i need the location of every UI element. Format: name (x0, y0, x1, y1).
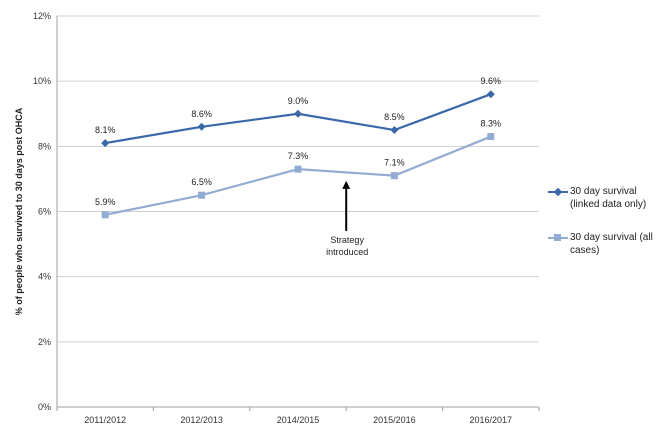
x-tick-label: 2011/2012 (84, 415, 126, 425)
data-label: 5.9% (95, 197, 116, 207)
legend-item-series-2: 30 day survival (all cases) (548, 231, 663, 257)
annotation-text: Strategy (330, 235, 364, 245)
series-line-2 (104, 135, 492, 216)
x-tick-label: 2015/2016 (373, 415, 416, 425)
x-tick-label: 2016/2017 (470, 415, 513, 425)
legend-item-series-1: 30 day survival (linked data only) (548, 185, 663, 211)
y-tick-label: 8% (38, 141, 51, 151)
annotation-arrow-head (342, 180, 351, 189)
data-point (486, 90, 495, 99)
legend: 30 day survival (linked data only) 30 da… (548, 185, 663, 277)
data-label: 9.0% (288, 96, 309, 106)
legend-label-series-2: 30 day survival (all cases) (570, 232, 653, 256)
y-tick-label: 4% (38, 272, 51, 282)
data-point (101, 139, 110, 148)
data-label: 8.5% (384, 112, 405, 122)
data-point (101, 211, 109, 219)
data-point (390, 126, 399, 135)
data-label: 8.1% (95, 125, 116, 135)
data-point (487, 133, 495, 141)
data-point (198, 191, 206, 199)
square-icon (554, 234, 561, 241)
x-tick-label: 2012/2013 (180, 415, 223, 425)
annotation-text: introduced (326, 247, 368, 257)
data-label: 7.3% (288, 151, 309, 161)
y-tick-label: 2% (38, 337, 51, 347)
data-label: 7.1% (384, 158, 405, 168)
data-point (294, 165, 302, 173)
data-label: 9.6% (481, 76, 502, 86)
data-label: 6.5% (191, 177, 212, 187)
x-tick-label: 2014/2015 (277, 415, 320, 425)
legend-label-series-1: 30 day survival (linked data only) (570, 186, 647, 210)
y-tick-label: 10% (33, 76, 51, 86)
y-tick-label: 6% (38, 207, 51, 217)
y-tick-label: 12% (33, 11, 51, 21)
data-point (197, 122, 206, 131)
diamond-icon (553, 187, 563, 197)
data-label: 8.3% (481, 119, 502, 129)
y-tick-label: 0% (38, 402, 51, 412)
data-label: 8.6% (191, 109, 212, 119)
data-point (390, 172, 398, 180)
data-point (294, 109, 302, 118)
y-axis-title: % of people who survived to 30 days post… (14, 107, 24, 315)
